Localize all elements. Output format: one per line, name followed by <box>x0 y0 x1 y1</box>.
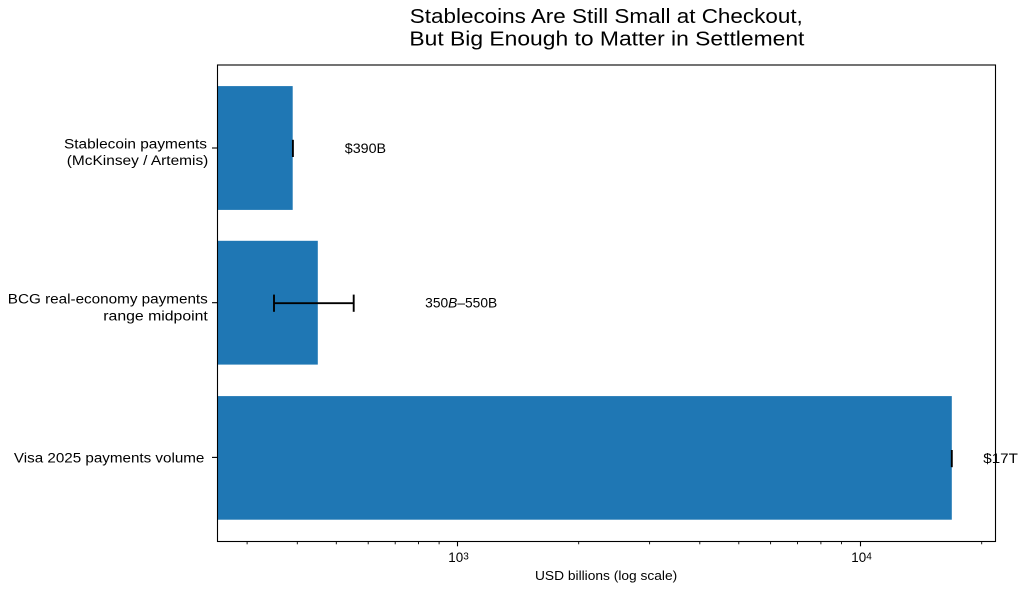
svg-text:10: 10 <box>448 550 463 565</box>
svg-text:Stablecoins Are Still Small at: Stablecoins Are Still Small at Checkout, <box>410 6 803 28</box>
svg-text:But Big Enough to Matter in Se: But Big Enough to Matter in Settlement <box>409 29 804 51</box>
svg-text:Visa 2025 payments volume: Visa 2025 payments volume <box>14 450 205 465</box>
svg-text:range midpoint: range midpoint <box>103 309 208 324</box>
svg-text:Stablecoin payments: Stablecoin payments <box>64 136 207 151</box>
svg-text:BCG real-economy payments: BCG real-economy payments <box>8 292 208 307</box>
svg-text:(McKinsey / Artemis): (McKinsey / Artemis) <box>67 153 209 168</box>
svg-text:10: 10 <box>851 550 866 565</box>
svg-text:3: 3 <box>463 552 469 563</box>
svg-text:350B–550B: 350B–550B <box>425 296 497 311</box>
svg-text:$390B: $390B <box>345 141 386 156</box>
svg-text:USD billions (log scale): USD billions (log scale) <box>535 568 677 583</box>
svg-text:$17T: $17T <box>983 451 1018 466</box>
svg-text:4: 4 <box>866 552 872 563</box>
